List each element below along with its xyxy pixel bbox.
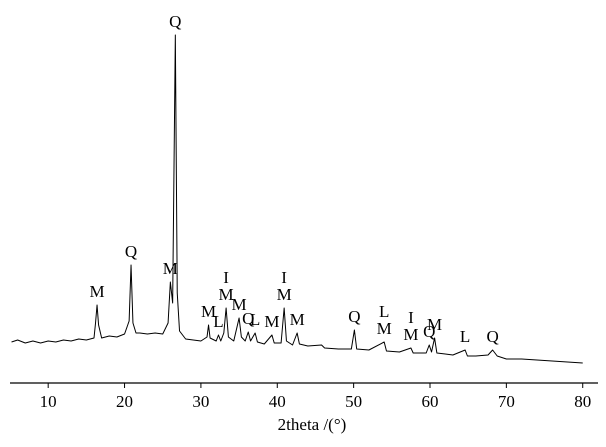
x-axis-label: 2theta /(°): [278, 415, 347, 434]
x-tick-label: 50: [345, 392, 362, 411]
peak-label: M: [277, 285, 292, 304]
peak-label: M: [264, 312, 279, 331]
x-tick-label: 40: [269, 392, 286, 411]
peak-label: Q: [242, 309, 254, 328]
peak-label: I: [408, 308, 414, 327]
x-tick-label: 30: [192, 392, 209, 411]
peak-label: I: [281, 268, 287, 287]
peak-label: Q: [169, 12, 181, 31]
x-tick-label: 60: [422, 392, 439, 411]
peak-label: M: [377, 319, 392, 338]
peak-label: M: [427, 315, 442, 334]
peak-label: M: [403, 325, 418, 344]
peak-label: M: [232, 295, 247, 314]
peak-label: L: [379, 302, 389, 321]
peak-label: M: [201, 302, 216, 321]
x-tick-label: 20: [116, 392, 133, 411]
peak-label: M: [163, 259, 178, 278]
x-tick-label: 10: [40, 392, 57, 411]
peak-label: I: [223, 268, 229, 287]
peak-label: M: [290, 310, 305, 329]
peak-label: L: [213, 312, 223, 331]
peak-label: Q: [348, 307, 360, 326]
peak-label: Q: [423, 322, 435, 341]
peak-label: L: [460, 327, 470, 346]
peak-label: M: [89, 282, 104, 301]
peak-label: M: [219, 285, 234, 304]
peak-label: Q: [125, 242, 137, 261]
x-tick-label: 80: [574, 392, 591, 411]
peak-label: Q: [486, 327, 498, 346]
x-tick-label: 70: [498, 392, 515, 411]
peak-label: L: [250, 310, 260, 329]
xrd-line: [11, 34, 583, 364]
